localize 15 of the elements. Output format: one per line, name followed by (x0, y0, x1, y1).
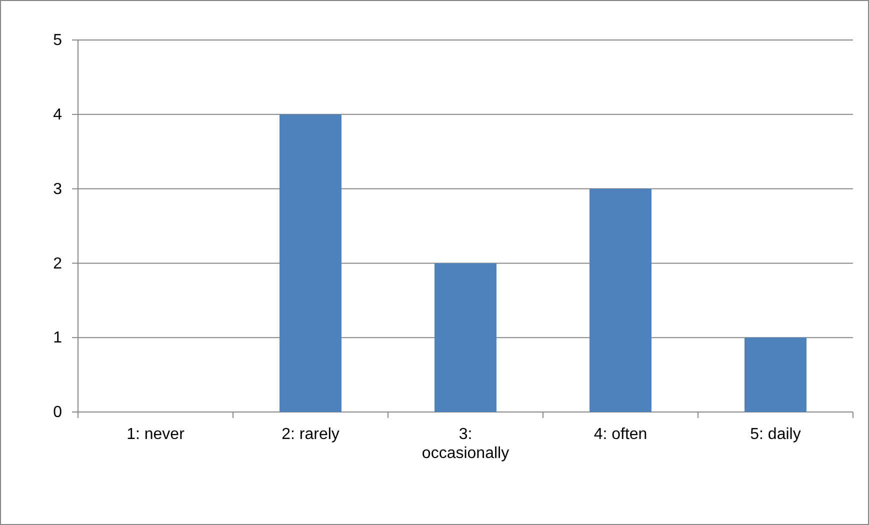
bar (434, 263, 496, 412)
y-tick-label: 4 (53, 106, 62, 124)
y-tick-label: 5 (53, 32, 62, 50)
bar (744, 338, 806, 412)
x-tick-label: 4: often (594, 426, 648, 443)
bar (280, 114, 342, 412)
y-tick-label: 3 (53, 180, 62, 198)
y-tick-label: 0 (53, 404, 62, 422)
y-tick-label: 2 (53, 255, 62, 272)
y-tick-label: 1 (53, 330, 62, 347)
x-tick-label: 3: occasionally (422, 426, 510, 462)
x-tick-label: 2: rarely (282, 426, 340, 443)
bar (590, 188, 652, 412)
x-tick-label: 5: daily (750, 426, 801, 443)
x-tick-label: 1: never (126, 426, 186, 443)
